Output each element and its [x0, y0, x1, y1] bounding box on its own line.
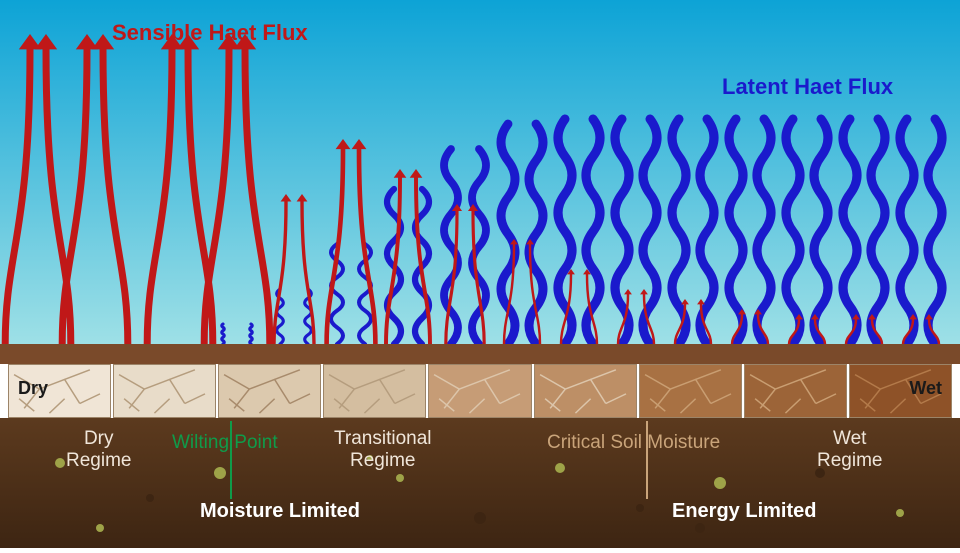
- wilting-marker-line: [230, 421, 232, 499]
- soil-speckle-svg: [0, 418, 960, 548]
- wet-label: Wet: [909, 378, 942, 399]
- soil-cell: [218, 364, 321, 418]
- dry-regime-label: Dry Regime: [66, 428, 131, 472]
- soil-cell: [113, 364, 216, 418]
- latent-flux-label: Latent Haet Flux: [722, 74, 893, 100]
- sky-background: [0, 0, 960, 344]
- soil-bottom-band: [0, 418, 960, 548]
- soil-cell: [323, 364, 426, 418]
- soil-top-band: [0, 344, 960, 364]
- transitional-regime-label: Transitional Regime: [334, 428, 432, 472]
- soil-cell: [534, 364, 637, 418]
- soil-cell: [428, 364, 531, 418]
- moisture-limited-label: Moisture Limited: [200, 500, 360, 523]
- critical-moisture-label: Critical Soil Moisture: [547, 432, 720, 454]
- wet-regime-label: Wet Regime: [817, 428, 882, 472]
- soil-gradient-strip: [0, 364, 960, 418]
- critical-marker-line: [646, 421, 648, 499]
- dry-label: Dry: [18, 378, 48, 399]
- wilting-point-label: Wilting Point: [172, 432, 278, 454]
- soil-cell: [744, 364, 847, 418]
- soil-cell: [639, 364, 742, 418]
- sensible-flux-label: Sensible Haet Flux: [112, 20, 308, 46]
- energy-limited-label: Energy Limited: [672, 500, 816, 523]
